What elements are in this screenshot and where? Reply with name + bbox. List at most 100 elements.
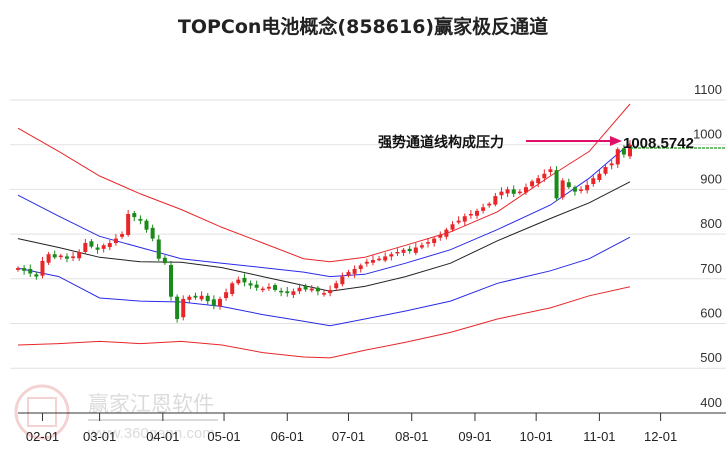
x-tick-label: 09-01 xyxy=(458,429,491,444)
candle xyxy=(46,254,51,263)
candle xyxy=(95,247,100,250)
x-tick-label: 05-01 xyxy=(207,429,240,444)
candle xyxy=(566,182,571,188)
candle xyxy=(603,167,608,174)
candle xyxy=(322,293,326,295)
candle xyxy=(554,170,559,199)
candle xyxy=(175,296,180,320)
candle xyxy=(426,242,431,244)
arrow-head-icon xyxy=(610,136,622,146)
candle xyxy=(254,284,259,288)
y-tick-label: 1100 xyxy=(694,82,722,97)
candle xyxy=(266,286,271,289)
watermark: 赢家江恩软件 www.360gann.com xyxy=(14,384,218,442)
candle xyxy=(138,218,143,221)
candle xyxy=(22,268,27,271)
y-tick-label: 500 xyxy=(700,350,722,365)
candle xyxy=(352,268,357,274)
x-tick-label: 07-01 xyxy=(332,429,365,444)
candle xyxy=(377,258,382,261)
candle xyxy=(462,216,467,222)
candle xyxy=(260,288,265,291)
y-tick-label: 700 xyxy=(700,261,722,276)
candle xyxy=(468,213,473,216)
candle xyxy=(340,276,345,285)
candle xyxy=(444,229,449,237)
candle xyxy=(28,268,33,274)
candle xyxy=(346,272,351,276)
candle xyxy=(370,260,375,263)
y-tick-label: 800 xyxy=(700,216,722,231)
candle xyxy=(548,169,553,172)
candle xyxy=(16,268,20,270)
candle xyxy=(315,287,320,292)
y-tick-label: 900 xyxy=(700,171,722,186)
x-tick-label: 12-01 xyxy=(644,429,677,444)
candle xyxy=(615,149,620,165)
candle xyxy=(52,254,57,258)
candle xyxy=(395,251,400,254)
channel-line-outer-upper xyxy=(17,103,631,263)
candle xyxy=(181,298,186,318)
candle xyxy=(132,213,137,218)
candle xyxy=(438,234,443,238)
chart-title: TOPCon电池概念(858616)赢家极反通道 xyxy=(177,16,549,38)
candle xyxy=(621,148,626,155)
candle xyxy=(389,254,394,257)
watermark-logo-icon xyxy=(14,384,70,440)
candle xyxy=(205,295,210,302)
y-tick-label: 600 xyxy=(700,306,722,321)
candle xyxy=(150,227,155,239)
candle xyxy=(597,173,602,181)
candle xyxy=(193,295,198,298)
channel-line-inner-upper xyxy=(17,143,631,278)
candle xyxy=(248,283,253,286)
candle xyxy=(407,248,412,252)
watermark-url: www.360gann.com xyxy=(87,425,215,442)
annotation: 强势通道线构成压力 1008.5742 xyxy=(378,134,726,152)
candle xyxy=(475,210,479,216)
candle xyxy=(107,243,112,248)
channel-line-outer-lower xyxy=(17,286,631,359)
candle xyxy=(364,261,369,264)
y-tick-label: 400 xyxy=(700,395,722,410)
candle xyxy=(309,288,314,291)
candle xyxy=(120,234,125,237)
candle xyxy=(169,264,173,297)
candle xyxy=(413,247,418,253)
candle xyxy=(273,285,278,290)
candle xyxy=(419,245,424,248)
channel-line-inner-lower xyxy=(17,236,631,327)
annotation-value: 1008.5742 xyxy=(623,135,694,152)
candle xyxy=(77,251,82,259)
candle xyxy=(199,295,204,300)
candle xyxy=(579,189,584,191)
candle xyxy=(487,203,492,206)
candle xyxy=(217,298,222,307)
candle xyxy=(58,255,63,258)
x-tick-label: 02-01 xyxy=(26,429,59,444)
candle xyxy=(303,285,308,290)
candle xyxy=(530,181,535,187)
candle xyxy=(328,289,333,294)
candle xyxy=(279,290,284,293)
candle xyxy=(291,291,296,295)
candle xyxy=(585,184,590,191)
candle xyxy=(285,291,290,294)
candle xyxy=(401,249,406,253)
candle xyxy=(505,189,510,194)
candle xyxy=(71,256,76,258)
y-tick-label: 1000 xyxy=(693,127,722,142)
candle xyxy=(83,243,88,252)
candle xyxy=(591,178,596,185)
watermark-brand: 赢家江恩软件 xyxy=(88,393,214,416)
candle xyxy=(297,287,302,292)
candle xyxy=(536,178,541,184)
candle xyxy=(499,191,504,196)
candle xyxy=(493,196,498,205)
candle xyxy=(450,224,455,230)
candle xyxy=(34,274,39,277)
candle xyxy=(456,220,461,223)
candle xyxy=(542,173,547,179)
